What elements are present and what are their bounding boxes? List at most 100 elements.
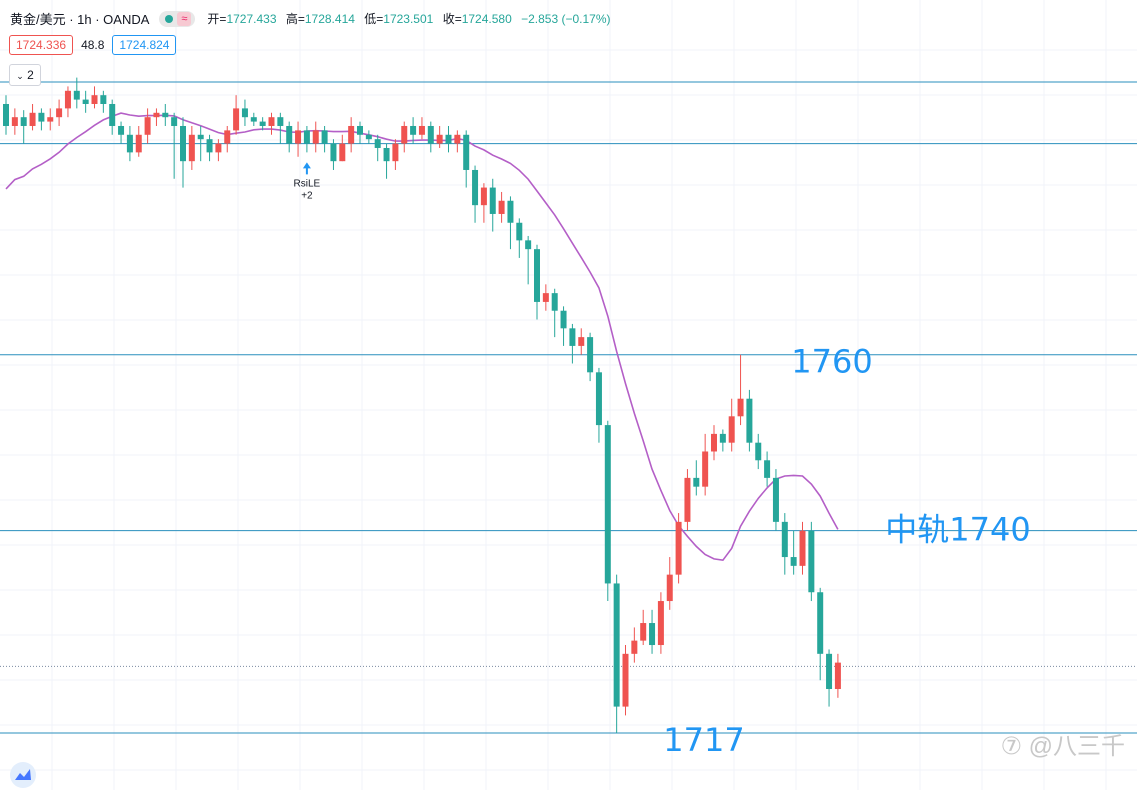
candle-body [365, 134, 372, 140]
close-label: 收= [442, 12, 462, 26]
candle-body [569, 328, 576, 346]
candle-body [250, 117, 257, 122]
candle-body [498, 200, 505, 214]
symbol-title[interactable]: 黄金/美元 · 1h · OANDA [10, 12, 150, 27]
candle-body [126, 134, 133, 153]
candle-body [374, 139, 381, 148]
candle-body [259, 121, 266, 126]
candle-body [684, 477, 691, 522]
tradingview-logo-icon[interactable] [10, 762, 36, 788]
candle-body [277, 117, 284, 126]
candle-body [162, 112, 169, 118]
candle-body [206, 139, 213, 153]
moving-average-line [5, 112, 839, 562]
candle-body [472, 169, 479, 206]
ohlc-values: 开=1727.433 高=1728.414 低=1723.501 收=1724.… [207, 10, 616, 27]
candle-body [286, 125, 293, 144]
candle-body [640, 623, 647, 641]
candle-body [330, 143, 337, 162]
change-value: −2.853 (−0.17%) [521, 12, 611, 26]
candle-body [321, 130, 328, 144]
candle-body [516, 222, 523, 241]
candle-body [613, 583, 620, 707]
candle-body [348, 125, 355, 144]
candle-body [153, 112, 160, 118]
candle-body [268, 117, 275, 126]
sell-price-button[interactable]: 1724.336 [9, 35, 74, 55]
delayed-data-icon: ≈ [177, 11, 192, 26]
candle-body [649, 623, 656, 646]
candle-body [20, 117, 27, 126]
candle-body [312, 130, 319, 144]
market-open-dot-icon [165, 14, 174, 23]
candle-body [171, 117, 178, 126]
candle-body [622, 653, 629, 707]
candle-body [737, 398, 744, 417]
candle-body [489, 187, 496, 214]
status-badge[interactable]: ≈ [159, 10, 196, 27]
candle-body [109, 103, 116, 126]
candle-body [781, 521, 788, 558]
price-annotation: 1717 [663, 721, 744, 759]
candle-body [604, 425, 611, 584]
candle-body [834, 662, 841, 690]
chevron-down-icon: ⌄ [16, 71, 24, 81]
candle-body [675, 521, 682, 575]
candle-body [799, 530, 806, 566]
price-annotation: 中轨1740 [885, 511, 1030, 549]
signal-label: RsiLE [294, 178, 321, 189]
candle-body [772, 477, 779, 522]
candle-body [666, 574, 673, 602]
candle-body [383, 147, 390, 162]
candle-body [525, 240, 532, 250]
candle-body [578, 337, 585, 346]
candle-body [480, 187, 487, 206]
high-value: 1728.414 [304, 12, 355, 26]
candle-body [790, 557, 797, 566]
candle-body [144, 117, 151, 135]
candle-body [29, 112, 36, 126]
candle-body [534, 249, 540, 302]
candle-body [711, 433, 717, 452]
buy-price-button[interactable]: 1724.824 [112, 35, 177, 55]
candle-body [542, 293, 549, 302]
candle-body [73, 90, 80, 100]
candle-body [657, 601, 664, 646]
candle-body [135, 134, 142, 153]
candle-body [826, 653, 833, 690]
low-value: 1723.501 [383, 12, 434, 26]
candle-body [64, 90, 71, 109]
watermark: ⑦ @八三千 [1000, 733, 1125, 760]
indicators-collapse-button[interactable]: ⌄ 2 [9, 64, 41, 86]
bid-ask-row: 1724.336 48.8 1724.824 [9, 35, 177, 55]
candle-body [339, 143, 346, 162]
chart-legend: 黄金/美元 · 1h · OANDA ≈ 开=1727.433 高=1728.4… [10, 9, 617, 28]
candle-body [445, 134, 452, 144]
candle-body [755, 442, 762, 461]
candle-body [595, 372, 602, 426]
candle-body [418, 125, 425, 135]
candle-body [215, 143, 222, 153]
candle-body [47, 117, 54, 122]
candle-body [241, 108, 248, 118]
candle-body [38, 112, 45, 122]
candle-body [587, 337, 594, 373]
indicator-count: 2 [27, 68, 34, 82]
candle-body [188, 134, 195, 162]
candle-body [82, 99, 89, 104]
candle-body [817, 592, 824, 654]
candle-body [224, 130, 231, 144]
candle-body [56, 108, 63, 118]
candle-body [197, 134, 204, 140]
candle-body [118, 125, 125, 135]
candle-body [631, 640, 638, 654]
candle-body [233, 108, 240, 131]
candle-body [392, 143, 399, 162]
candle-body [357, 125, 363, 135]
price-annotation: 1760 [791, 343, 872, 381]
close-value: 1724.580 [461, 12, 512, 26]
signal-sub-label: +2 [301, 190, 313, 201]
low-label: 低= [364, 12, 384, 26]
signal-arrow-icon [302, 162, 311, 175]
